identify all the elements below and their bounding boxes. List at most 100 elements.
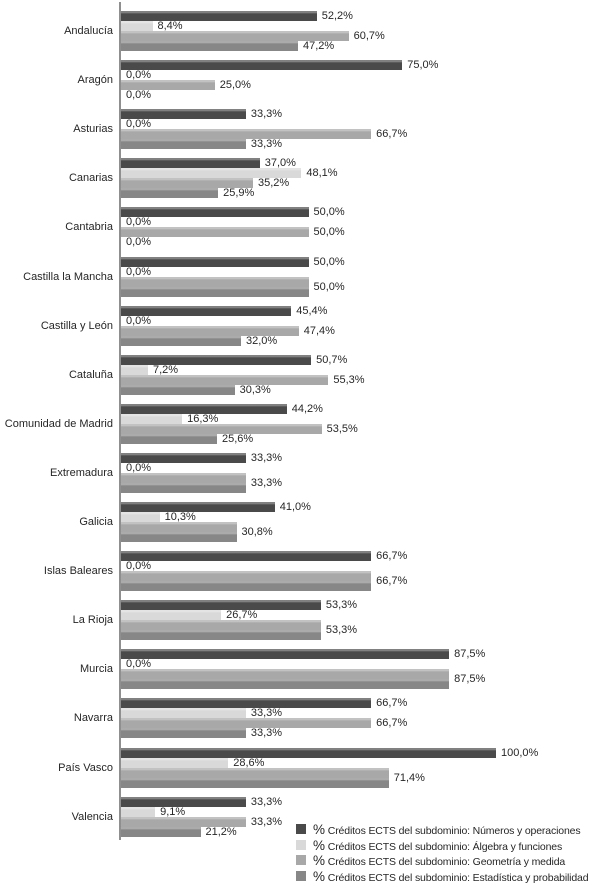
- bar-n-meros-y-operaciones: [121, 257, 309, 267]
- value-label: 87,5%: [454, 673, 486, 685]
- value-label: 66,7%: [376, 697, 408, 709]
- bar--lgebra-y-funciones: [121, 758, 229, 768]
- value-label: 87,5%: [454, 648, 486, 660]
- percent-sign: %: [313, 869, 326, 885]
- bar--lgebra-y-funciones: [121, 512, 160, 522]
- bar--lgebra-y-funciones: [121, 807, 156, 817]
- bar-geometr-a-y-medida: [121, 473, 246, 483]
- value-label: 48,1%: [306, 167, 338, 179]
- value-label: 0,0%: [126, 89, 152, 101]
- bar-estad-stica-y-probabilidad: [121, 434, 217, 444]
- value-label: 26,7%: [226, 609, 258, 621]
- legend-swatch-icon: [296, 855, 306, 866]
- value-label: 45,4%: [296, 305, 328, 317]
- value-label: 53,3%: [325, 599, 358, 611]
- category-label: Asturias: [73, 123, 113, 135]
- value-label: 60,7%: [353, 30, 385, 42]
- value-label: 0,0%: [126, 315, 152, 327]
- value-label: 33,3%: [250, 477, 283, 489]
- bar-estad-stica-y-probabilidad: [121, 385, 235, 395]
- bar--lgebra-y-funciones: [121, 365, 148, 375]
- value-label: 25,0%: [219, 79, 251, 91]
- value-label: 8,4%: [157, 20, 183, 32]
- value-label: 66,7%: [376, 550, 408, 562]
- bar-n-meros-y-operaciones: [121, 355, 312, 365]
- value-label: 47,2%: [303, 40, 335, 52]
- value-label: 0,0%: [126, 118, 152, 130]
- bar-n-meros-y-operaciones: [121, 698, 372, 708]
- bar-estad-stica-y-probabilidad: [121, 336, 241, 346]
- value-label: 33,3%: [250, 452, 283, 464]
- value-label: 33,3%: [250, 707, 283, 719]
- legend-label: % Créditos ECTS del subdominio: Estadíst…: [313, 869, 589, 885]
- value-label: 47,4%: [303, 325, 335, 337]
- category-label: Valencia: [71, 811, 113, 823]
- bar-n-meros-y-operaciones: [121, 797, 246, 807]
- category-label: La Rioja: [72, 614, 113, 626]
- bar-estad-stica-y-probabilidad: [121, 581, 372, 591]
- bar-estad-stica-y-probabilidad: [121, 728, 246, 738]
- category-label: Cantabria: [65, 221, 113, 233]
- bar-geometr-a-y-medida: [121, 620, 321, 630]
- bar-n-meros-y-operaciones: [121, 404, 287, 414]
- bar-n-meros-y-operaciones: [121, 306, 292, 316]
- value-label: 33,3%: [250, 796, 283, 808]
- bar-geometr-a-y-medida: [121, 80, 215, 90]
- bar-estad-stica-y-probabilidad: [121, 139, 246, 149]
- bar-geometr-a-y-medida: [121, 718, 372, 728]
- bar-estad-stica-y-probabilidad: [121, 188, 219, 198]
- value-label: 66,7%: [376, 575, 408, 587]
- value-label: 53,5%: [326, 423, 358, 435]
- bar-geometr-a-y-medida: [121, 277, 309, 287]
- value-label: 0,0%: [126, 266, 152, 278]
- value-label: 75,0%: [407, 59, 439, 71]
- category-label: Andalucía: [64, 25, 113, 37]
- value-label: 16,3%: [187, 413, 219, 425]
- value-label: 50,0%: [313, 226, 345, 238]
- category-label: Galicia: [79, 516, 113, 528]
- legend-swatch-icon: [296, 839, 306, 850]
- legend-swatch-icon: [296, 871, 306, 882]
- bar-n-meros-y-operaciones: [121, 748, 496, 758]
- bar-estad-stica-y-probabilidad: [121, 679, 450, 689]
- bar-n-meros-y-operaciones: [121, 207, 309, 217]
- value-label: 0,0%: [126, 658, 152, 670]
- bar-geometr-a-y-medida: [121, 326, 299, 336]
- bar-n-meros-y-operaciones: [121, 60, 403, 70]
- value-label: 37,0%: [264, 157, 296, 169]
- bar-n-meros-y-operaciones: [121, 502, 275, 512]
- category-label: Castilla y León: [40, 320, 113, 332]
- bar-geometr-a-y-medida: [121, 571, 372, 581]
- bar-estad-stica-y-probabilidad: [121, 630, 321, 640]
- bar-n-meros-y-operaciones: [121, 453, 246, 463]
- bar--lgebra-y-funciones: [121, 610, 222, 620]
- value-label: 30,8%: [241, 526, 273, 538]
- value-label: 71,4%: [393, 772, 425, 784]
- value-label: 44,2%: [291, 403, 323, 415]
- bar-geometr-a-y-medida: [121, 178, 253, 188]
- bar-estad-stica-y-probabilidad: [121, 483, 246, 493]
- category-label: Cataluña: [68, 369, 113, 381]
- value-label: 50,0%: [313, 281, 345, 293]
- value-label: 0,0%: [126, 462, 152, 474]
- bar-n-meros-y-operaciones: [121, 600, 321, 610]
- value-label: 35,2%: [258, 177, 290, 189]
- value-label: 0,0%: [126, 69, 152, 81]
- bar--lgebra-y-funciones: [121, 21, 153, 31]
- bar-geometr-a-y-medida: [121, 768, 389, 778]
- value-label: 9,1%: [160, 806, 186, 818]
- bar-estad-stica-y-probabilidad: [121, 532, 237, 542]
- value-label: 25,6%: [222, 433, 254, 445]
- bar-geometr-a-y-medida: [121, 31, 349, 41]
- value-label: 0,0%: [126, 216, 152, 228]
- value-label: 50,7%: [316, 354, 348, 366]
- value-label: 0,0%: [126, 560, 152, 572]
- percent-sign: %: [313, 837, 326, 853]
- bar-estad-stica-y-probabilidad: [121, 287, 309, 297]
- value-label: 33,3%: [250, 138, 283, 150]
- bar-geometr-a-y-medida: [121, 669, 450, 679]
- category-label: Comunidad de Madrid: [4, 418, 113, 430]
- bar-n-meros-y-operaciones: [121, 11, 317, 21]
- category-label: Murcia: [79, 663, 113, 675]
